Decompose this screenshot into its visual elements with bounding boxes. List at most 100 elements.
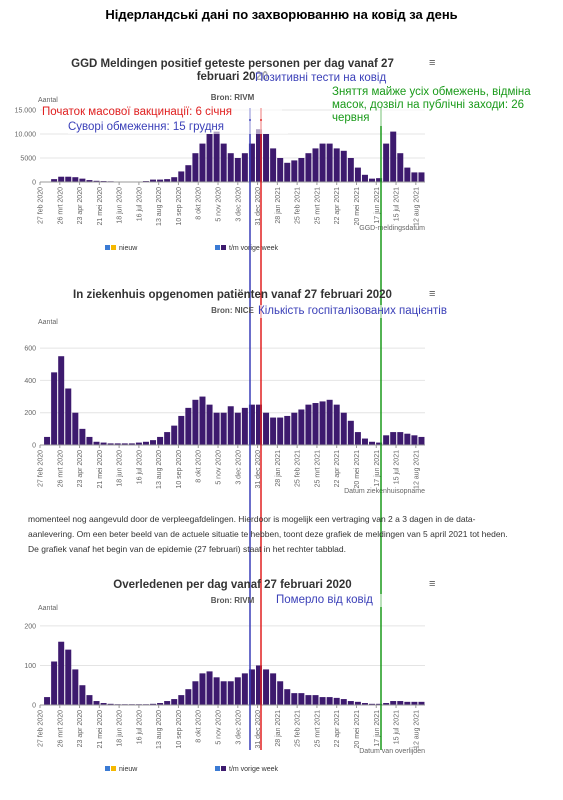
bar [227,681,234,705]
bar [192,681,199,705]
bar [397,701,404,705]
bar [220,681,227,705]
bar [312,403,319,445]
bar [312,148,319,182]
bar [206,134,213,182]
legend-swatch [111,245,116,250]
bar [305,153,312,182]
x-tick-label: 18 jun 2020 [117,710,124,747]
chart-subtitle: Bron: RIVM [210,93,255,102]
bar [79,685,86,705]
bar [411,701,418,705]
bar [135,442,142,445]
x-tick-label: 28 jan 2021 [275,187,282,224]
x-tick-label: 15 jul 2021 [394,187,401,221]
chart-title: In ziekenhuis opgenomen patiënten vanaf … [73,289,392,301]
x-tick-label: 27 feb 2020 [38,187,45,224]
bar [220,412,227,445]
y-tick-label: 200 [24,623,36,630]
bar [241,673,248,705]
bar [369,703,376,705]
x-tick-label: 22 apr 2021 [334,450,341,487]
x-tick-label: 12 aug 2021 [413,710,420,749]
bar [248,143,255,182]
x-tick-label: 16 jul 2020 [136,450,143,484]
legend-swatch [105,766,110,771]
bar [376,703,383,705]
bar [390,432,397,445]
y-tick-label: 0 [32,703,36,710]
bar [361,438,368,445]
bar [305,695,312,705]
x-tick-label: 21 mei 2020 [97,187,104,226]
annotation: Позитивні тести на ковід [255,72,415,86]
x-axis-title: Datum ziekenhuisopname [344,488,425,495]
x-tick-label: 17 jun 2021 [374,187,381,224]
y-tick-label: 0 [32,443,36,450]
bar [192,399,199,445]
x-tick-label: 27 feb 2020 [38,450,45,487]
menu-icon: ≡ [429,288,435,300]
bar [326,399,333,445]
bar [51,372,58,445]
annotation: Кількість госпіталізованих пацієнтів [258,305,488,319]
x-tick-label: 26 mrt 2020 [57,187,64,224]
bar [107,703,114,705]
bar [185,689,192,705]
bar [298,693,305,705]
bar [164,432,171,445]
bar [86,180,93,182]
y-tick-label: 15.000 [15,108,37,115]
bar [142,441,149,445]
y-tick-label: 600 [24,346,36,353]
x-tick-label: 25 feb 2021 [295,710,302,747]
bar [199,143,206,182]
x-tick-label: 21 mei 2020 [97,450,104,489]
bar [298,158,305,182]
bar [326,143,333,182]
annotation: Початок масової вакцинації: 6 січня [42,106,282,120]
legend-label: t/m vorige week [229,245,279,252]
bar [171,425,178,445]
x-tick-label: 27 feb 2020 [38,710,45,747]
bar [326,697,333,705]
x-tick-label: 25 mrt 2021 [314,187,321,224]
x-tick-label: 21 mei 2020 [97,710,104,749]
bar [340,699,347,705]
bar [277,417,284,445]
bar [263,669,270,705]
bar [199,673,206,705]
bar [333,697,340,705]
x-tick-label: 23 apr 2020 [77,450,84,487]
bar [333,148,340,182]
bar [383,435,390,445]
x-tick-label: 17 jun 2021 [374,450,381,487]
x-tick-label: 23 apr 2020 [77,710,84,747]
paragraph: momenteel nog aangevuld door de verpleeg… [28,514,508,554]
x-tick-label: 12 aug 2021 [413,187,420,226]
x-tick-label: 25 feb 2021 [295,187,302,224]
x-tick-label: 5 nov 2020 [216,450,223,485]
legend-swatch [221,766,226,771]
x-tick-label: 18 jun 2020 [117,187,124,224]
bar [164,701,171,705]
x-tick-label: 18 jun 2020 [117,450,124,487]
legend-swatch [215,245,220,250]
bar [199,396,206,445]
bar [72,412,79,445]
bar [404,433,411,445]
x-tick-label: 25 mrt 2021 [314,450,321,487]
bar [361,174,368,182]
bar [107,443,114,445]
legend-swatch [105,245,110,250]
bar [255,404,262,445]
bar [255,129,262,182]
bar [100,703,107,705]
x-tick-label: 22 apr 2021 [334,187,341,224]
y-axis-title: Aantal [38,605,58,612]
bar [270,148,277,182]
bar [284,162,291,182]
bar [178,415,185,445]
bar [192,153,199,182]
